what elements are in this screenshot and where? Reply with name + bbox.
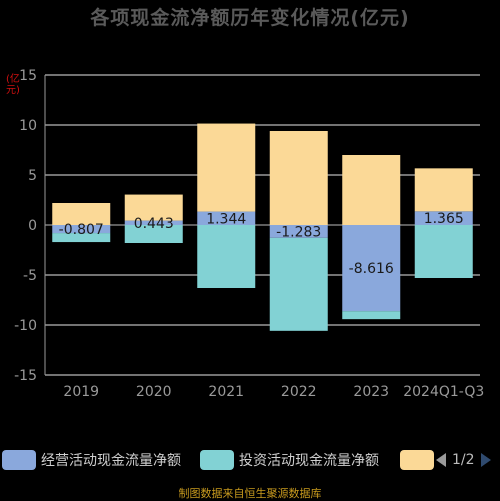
bar-segment[interactable] [269, 131, 328, 225]
bar-segment[interactable] [124, 194, 183, 221]
bar-segment[interactable] [197, 225, 256, 288]
bar-segment[interactable] [124, 225, 183, 243]
bar-segment[interactable] [269, 225, 328, 238]
x-tick-label: 2023 [353, 384, 389, 400]
legend-pager: 1/2 [436, 446, 491, 474]
bar-segment[interactable] [269, 237, 328, 331]
legend-label-investing: 投资活动现金流量净额 [239, 453, 379, 469]
legend-label-operating: 经营活动现金流量净额 [41, 453, 181, 469]
bar-segment[interactable] [342, 225, 401, 312]
source-note: 制图数据来自恒生聚源数据库 [178, 487, 322, 500]
y-tick-label: 10 [19, 118, 37, 134]
legend-prev-arrow-icon[interactable] [436, 453, 446, 467]
legend-swatch-investing [200, 450, 234, 470]
bar-segment[interactable] [414, 225, 473, 278]
chart-plot: -0.807 0.443 1.344 -1.283 -8.616 1.365 15 10 5 0… [14, 68, 484, 400]
x-tick-label: 2024Q1-Q3 [403, 384, 484, 400]
bar-segment[interactable] [124, 220, 183, 225]
x-tick-label: 2022 [281, 384, 317, 400]
data-label: 0.443 [134, 216, 174, 232]
chart-title: 各项现金流净额历年变化情况(亿元) [90, 7, 410, 29]
y-tick-label: 5 [28, 168, 37, 184]
legend-swatch-financing [400, 450, 434, 470]
bar-segment[interactable] [414, 211, 473, 225]
data-label: 1.365 [424, 211, 464, 227]
bar-segment[interactable] [197, 123, 256, 212]
legend-item-financing[interactable] [400, 446, 439, 474]
bar-segment[interactable] [342, 311, 401, 320]
y-axis-unit: (亿元) [6, 74, 20, 96]
bar-segment[interactable] [52, 233, 111, 243]
legend-item-operating[interactable]: 经营活动现金流量净额 [2, 446, 181, 474]
legend-item-investing[interactable]: 投资活动现金流量净额 [200, 446, 379, 474]
bar-segment[interactable] [414, 168, 473, 212]
y-tick-label: -15 [14, 368, 37, 384]
data-label: 1.344 [206, 211, 246, 227]
bar-segment[interactable] [197, 211, 256, 225]
x-tick-label: 2021 [208, 384, 244, 400]
data-label: -0.807 [59, 222, 104, 238]
legend-next-arrow-icon[interactable] [480, 453, 491, 467]
legend: 经营活动现金流量净额 投资活动现金流量净额 1/2 [0, 446, 500, 474]
data-label: -8.616 [349, 261, 394, 277]
bar-segment[interactable] [342, 155, 401, 225]
bar-segment[interactable] [52, 203, 111, 225]
legend-swatch-operating [2, 450, 36, 470]
y-tick-label: -10 [14, 318, 37, 334]
x-tick-label: 2019 [63, 384, 99, 400]
bar-segment[interactable] [52, 225, 111, 234]
legend-page-indicator: 1/2 [452, 452, 475, 468]
y-tick-label: 0 [28, 218, 37, 234]
y-tick-label: -5 [23, 268, 37, 284]
y-tick-label: 15 [19, 68, 37, 84]
data-label: -1.283 [276, 224, 321, 240]
x-tick-label: 2020 [136, 384, 172, 400]
